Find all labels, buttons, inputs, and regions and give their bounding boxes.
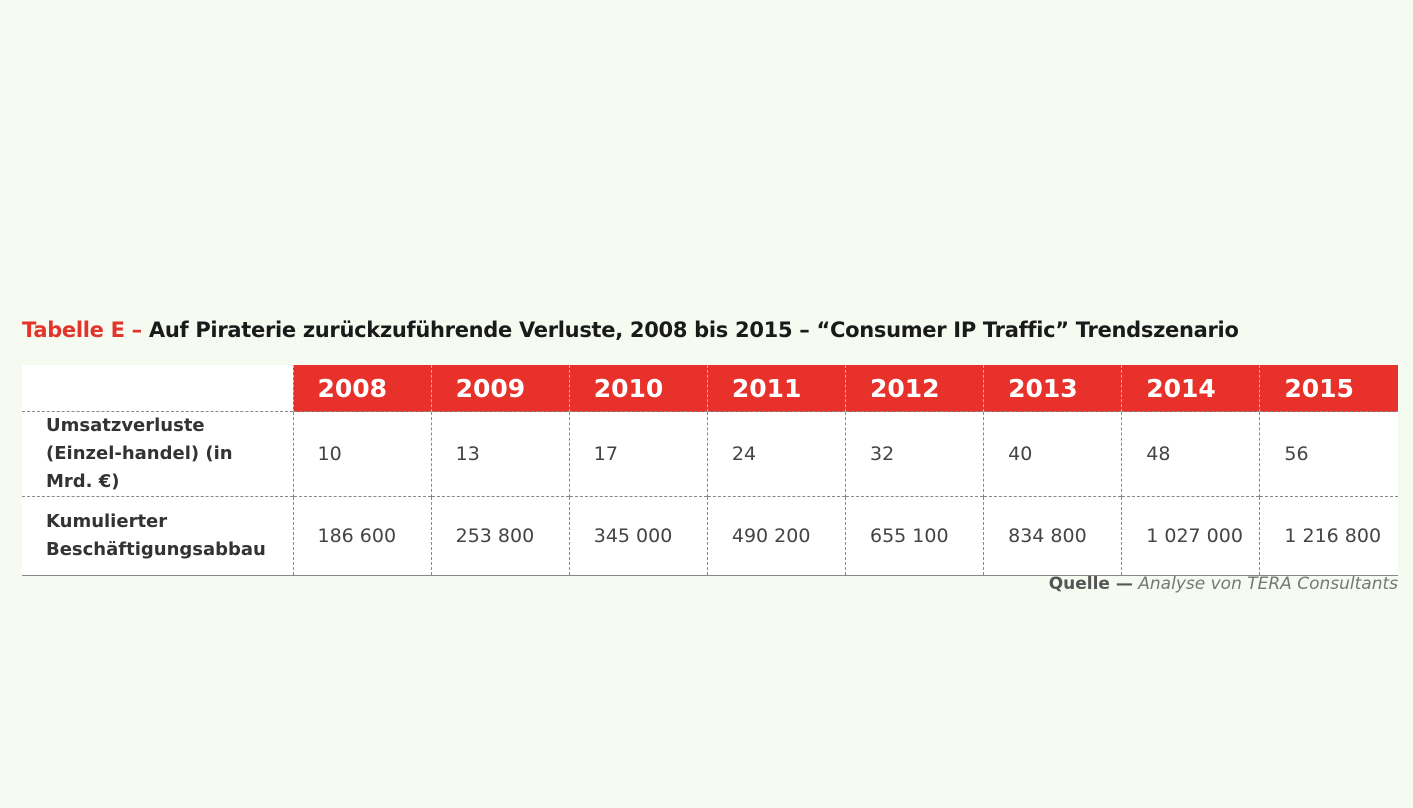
row-label: Kumulierter Beschäftigungsabbau [22, 496, 293, 576]
column-header: 2009 [430, 365, 570, 412]
table-cell: 253 800 [430, 496, 570, 576]
source-prefix: Quelle — [1048, 574, 1133, 594]
column-header: 2012 [844, 365, 984, 412]
corner-cell [22, 365, 293, 412]
column-header: 2014 [1121, 365, 1260, 412]
table-row: Umsatzverluste (Einzel-handel) (in Mrd. … [22, 411, 1398, 497]
column-header: 2008 [292, 365, 432, 412]
table-cell: 24 [706, 411, 846, 497]
table-cell: 834 800 [983, 496, 1122, 576]
table-row: Kumulierter Beschäftigungsabbau 186 600 25… [22, 496, 1398, 576]
table-cell: 186 600 [292, 496, 432, 576]
table-cell: 345 000 [568, 496, 708, 576]
row-label: Umsatzverluste (Einzel-handel) (in Mrd. … [22, 411, 293, 497]
table-cell: 10 [292, 411, 432, 497]
table-cell: 1 027 000 [1121, 496, 1260, 576]
table-title: Tabelle E – Auf Piraterie zurückzuführen… [22, 318, 1239, 342]
source-note: Quelle — Analyse von TERA Consultants [1049, 574, 1398, 594]
table-cell: 40 [983, 411, 1122, 497]
column-header: 2010 [568, 365, 708, 412]
table-cell: 32 [844, 411, 984, 497]
column-header: 2011 [706, 365, 846, 412]
table-cell: 56 [1259, 411, 1398, 497]
data-table: 2008 2009 2010 2011 2012 2013 2014 2015 Umsatzv… [22, 365, 1398, 576]
column-header: 2015 [1259, 365, 1398, 412]
table-cell: 655 100 [844, 496, 984, 576]
source-text: Analyse von TERA Consultants [1138, 574, 1398, 594]
column-header: 2013 [983, 365, 1122, 412]
title-text: Auf Piraterie zurückzuführende Verluste,… [148, 318, 1239, 342]
table-cell: 17 [568, 411, 708, 497]
table-cell: 48 [1121, 411, 1260, 497]
table-cell: 490 200 [706, 496, 846, 576]
title-prefix: Tabelle E – [22, 318, 142, 342]
table-cell: 1 216 800 [1259, 496, 1398, 576]
table-cell: 13 [430, 411, 570, 497]
